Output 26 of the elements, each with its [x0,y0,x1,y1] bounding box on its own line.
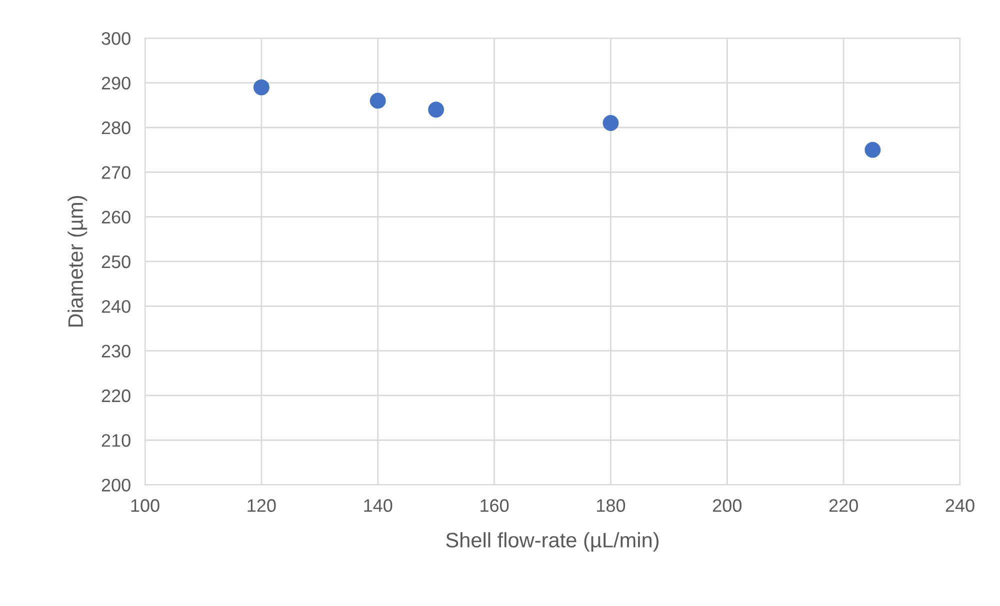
y-tick-label: 270 [102,166,130,179]
x-tick-label: 100 [131,499,160,512]
x-tick-label: 160 [480,499,509,512]
x-tick-label: 120 [248,499,276,512]
y-tick-label: 250 [102,255,130,268]
y-tick-label: 200 [102,478,130,492]
y-tick-label: 300 [102,32,130,45]
y-tick-label: 240 [102,300,130,313]
y-axis-title: Diameter (µm) [68,196,88,327]
y-tick-label: 230 [102,344,130,358]
y-tick-label: 290 [102,76,130,90]
point [602,115,619,132]
point [864,142,881,158]
point [428,102,444,118]
y-tick-label: 210 [102,434,130,447]
x-tick-label: 200 [712,499,742,512]
y-tick-label: 260 [102,210,130,224]
x-tick-label: 140 [364,499,392,512]
x-tick-label: 240 [946,499,974,512]
point [370,92,386,109]
x-axis-title: Shell flow-rate (µL/min) [446,532,659,552]
y-tick-label: 220 [102,389,130,402]
y-tick-label: 280 [102,121,130,134]
x-tick-label: 180 [597,499,626,512]
point [253,79,270,96]
x-tick-label: 220 [829,499,858,512]
